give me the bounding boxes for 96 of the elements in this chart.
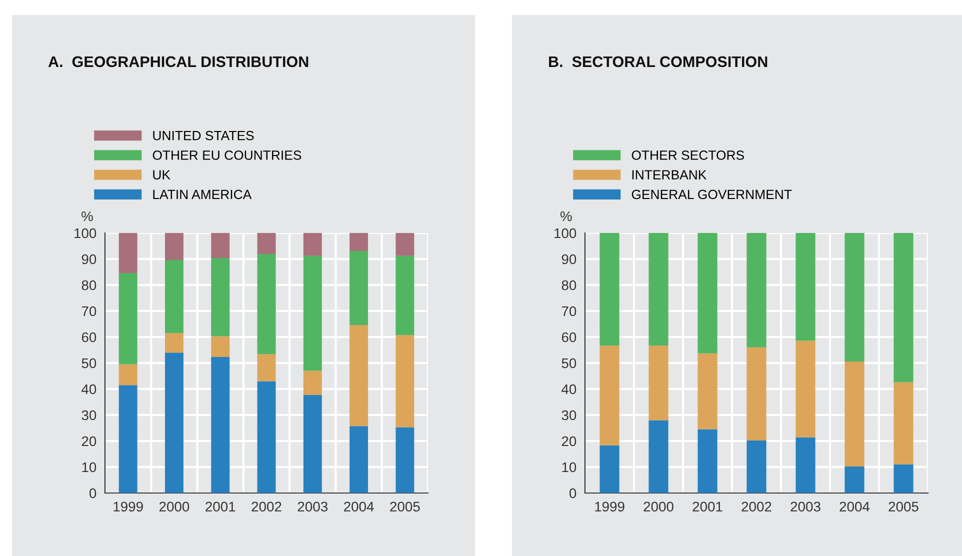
x-tick-label: 2005 (390, 502, 420, 512)
x-tick-label: 1999 (114, 502, 143, 512)
bar (350, 233, 368, 251)
y-tick-label: 60 (562, 332, 576, 342)
bar (257, 233, 276, 254)
legend-label: OTHER EU COUNTRIES (152, 150, 302, 160)
bar (648, 346, 668, 420)
bar (257, 381, 276, 493)
bar (396, 233, 414, 256)
x-tick-label: 2003 (790, 502, 820, 512)
y-tick-label: 60 (82, 332, 96, 342)
legend-label: UK (153, 170, 170, 180)
y-tick-label: 30 (82, 410, 96, 420)
bar (303, 233, 322, 256)
bar (350, 325, 368, 426)
y-tick-label: 80 (562, 280, 576, 290)
y-tick-label: 50 (82, 358, 96, 368)
bar (796, 340, 816, 438)
bar (894, 382, 914, 464)
bar (118, 385, 138, 493)
legend-label: OTHER SECTORS (632, 150, 744, 160)
y-tick-label: 20 (562, 436, 576, 446)
bar (746, 347, 766, 440)
bar (698, 429, 718, 493)
y-tick-label: 80 (82, 280, 96, 290)
y-axis-title: % (82, 211, 93, 222)
bar (303, 256, 322, 371)
bar (844, 361, 864, 466)
x-tick-label: 2003 (298, 502, 328, 512)
legend-label: UNITED STATES (153, 130, 254, 140)
bar (648, 420, 668, 493)
bar (350, 426, 368, 493)
x-tick-label: 2000 (644, 502, 674, 512)
x-tick-label: 2004 (344, 502, 374, 512)
x-tick-label: 2005 (888, 502, 918, 512)
bar (698, 353, 718, 430)
bar (118, 364, 138, 386)
bar (396, 256, 414, 336)
x-tick-label: 2004 (840, 502, 870, 512)
y-tick-label: 90 (562, 254, 576, 264)
y-tick-label: 70 (82, 306, 96, 316)
bar (600, 346, 620, 446)
bar (211, 258, 230, 336)
bar (164, 333, 184, 353)
chart-title: A. GEOGRAPHICAL DISTRIBUTION (48, 56, 308, 68)
y-tick-label: 30 (562, 410, 576, 420)
y-tick-label: 100 (74, 228, 96, 238)
y-tick-label: 10 (562, 462, 576, 472)
y-tick-label: 40 (82, 384, 96, 394)
bar (894, 233, 914, 382)
y-tick-label: 40 (562, 384, 576, 394)
bar (164, 233, 184, 260)
bar (303, 370, 322, 395)
x-tick-label: 2002 (742, 502, 772, 512)
y-tick-label: 50 (562, 358, 576, 368)
bar (164, 260, 184, 334)
bar (600, 233, 620, 346)
bar (698, 233, 718, 354)
y-tick-label: 100 (554, 228, 576, 238)
y-tick-label: 20 (82, 436, 96, 446)
bar (396, 427, 414, 493)
bar (303, 394, 322, 493)
bar (211, 336, 230, 358)
bar (746, 440, 766, 493)
legend-label: GENERAL GOVERNMENT (632, 190, 792, 200)
bar (350, 250, 368, 326)
bar (164, 352, 184, 493)
y-axis-title: % (560, 211, 572, 222)
x-tick-label: 1999 (595, 502, 624, 512)
bar (257, 254, 276, 354)
x-tick-label: 2001 (692, 502, 722, 512)
y-tick-label: 90 (82, 254, 96, 264)
bar (211, 233, 230, 258)
x-tick-label: 2002 (252, 502, 282, 512)
bar (796, 233, 816, 341)
bar (396, 335, 414, 428)
y-tick-label: 0 (89, 488, 96, 498)
y-tick-label: 0 (569, 488, 576, 498)
bar (257, 354, 276, 382)
bar (211, 357, 230, 493)
legend-label: LATIN AMERICA (153, 190, 252, 200)
bar (844, 466, 864, 493)
y-tick-label: 70 (562, 306, 576, 316)
bar (844, 233, 864, 362)
y-tick-label: 10 (82, 462, 96, 472)
bar (894, 464, 914, 493)
legend-label: INTERBANK (632, 170, 707, 180)
bar (648, 233, 668, 346)
bar (600, 445, 620, 493)
chart-title: B. SECTORAL COMPOSITION (549, 56, 768, 68)
bar (118, 233, 138, 274)
x-tick-label: 2000 (159, 502, 190, 512)
bar (746, 233, 766, 348)
bar (118, 273, 138, 364)
bar (796, 437, 816, 493)
x-tick-label: 2001 (206, 502, 236, 512)
